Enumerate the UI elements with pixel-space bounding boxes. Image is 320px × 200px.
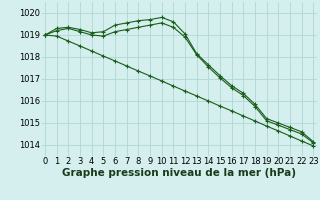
X-axis label: Graphe pression niveau de la mer (hPa): Graphe pression niveau de la mer (hPa) <box>62 168 296 178</box>
